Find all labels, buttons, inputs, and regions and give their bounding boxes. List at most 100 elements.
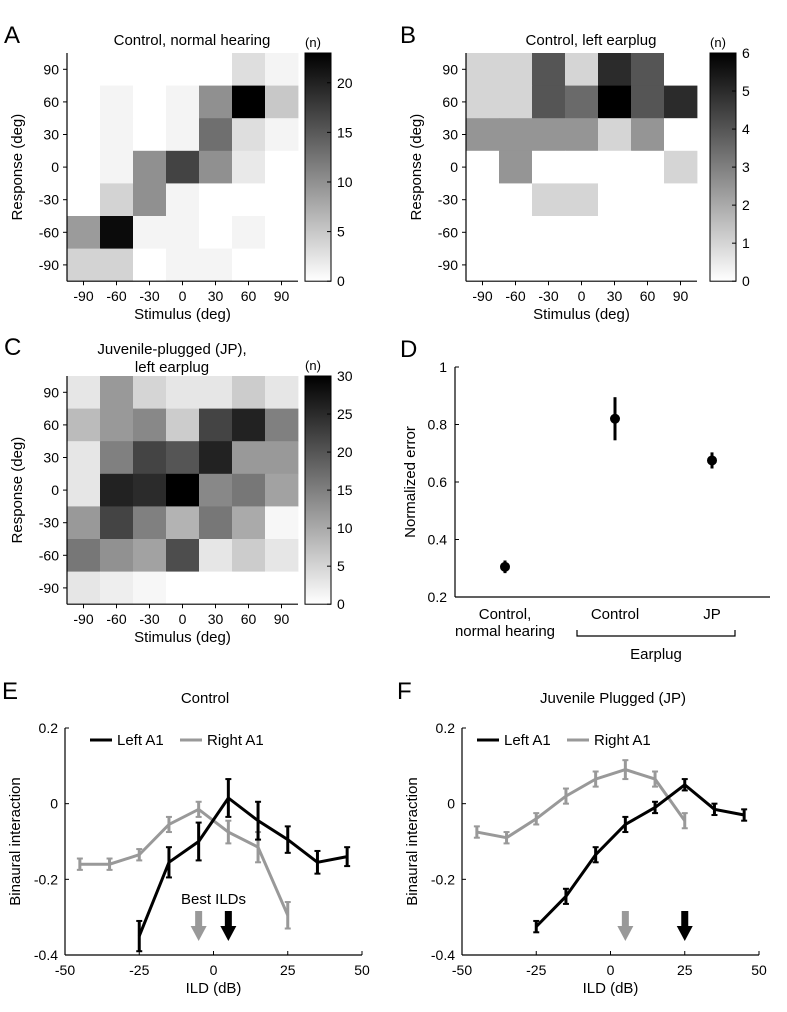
x-tick-label: 30 — [607, 288, 623, 304]
heatmap-cell — [100, 216, 134, 249]
heatmap-cell — [598, 183, 632, 217]
heatmap-cell — [466, 85, 500, 119]
data-point — [610, 413, 620, 424]
y-tick-label: 0 — [51, 159, 59, 175]
heatmap-cell — [133, 473, 167, 507]
series-line-right-a1 — [476, 768, 686, 840]
colorbar-tick-label: 20 — [337, 444, 353, 460]
heatmap-cell — [598, 85, 632, 119]
heatmap-cell — [532, 85, 566, 119]
heatmap-cell — [499, 150, 533, 184]
heatmap-cell — [199, 85, 233, 119]
colorbar-tick-label: 10 — [337, 174, 353, 190]
group-bracket — [576, 630, 736, 637]
heatmap-cell — [598, 118, 632, 152]
best-ild-arrow — [190, 911, 207, 941]
heatmap-cell — [100, 539, 134, 572]
chart-title: Control, left earplug — [526, 32, 657, 49]
heatmap-cell — [100, 571, 134, 605]
heatmap-cell — [133, 571, 167, 605]
panel-label-b: B — [400, 22, 416, 49]
heatmap-cell — [67, 118, 101, 152]
x-tick-label: -30 — [538, 288, 558, 304]
y-tick-label: -60 — [39, 547, 59, 563]
x-tick-label: 25 — [677, 962, 693, 978]
heatmap-cell — [466, 216, 500, 249]
heatmap-cell — [67, 473, 101, 507]
panel-label-f: F — [397, 678, 412, 705]
heatmap-cell — [166, 216, 200, 249]
x-tick-label: 0 — [210, 962, 218, 978]
colorbar-tick-label: 2 — [742, 197, 750, 213]
heatmap-cell — [67, 408, 101, 442]
colorbar — [709, 52, 737, 282]
heatmap-cell — [664, 150, 698, 184]
heatmap-cell — [265, 441, 299, 475]
heatmap-cell — [100, 85, 134, 119]
legend-label: Left A1 — [504, 732, 551, 749]
heatmap-cell — [265, 118, 299, 152]
heatmap-cell — [133, 539, 167, 572]
heatmap-cell — [166, 376, 200, 409]
heatmap-cell — [199, 150, 233, 184]
y-tick-label: 30 — [442, 127, 458, 143]
legend-label: Right A1 — [594, 732, 651, 749]
panel-label-a: A — [4, 22, 20, 49]
colorbar-tick-label: 0 — [337, 596, 345, 612]
colorbar-tick-label: 3 — [742, 159, 750, 175]
heatmap-cell — [67, 441, 101, 475]
heatmap-cell — [133, 118, 167, 152]
heatmap-cell — [232, 441, 266, 475]
y-tick-label: 0.2 — [39, 720, 59, 736]
heatmap-cell — [499, 118, 533, 152]
colorbar-tick-label: 4 — [742, 121, 750, 137]
colorbar-tick-label: 6 — [742, 45, 750, 61]
heatmap-cell — [100, 408, 134, 442]
x-axis-label: Stimulus (deg) — [134, 306, 231, 323]
chart-title: Juvenile-plugged (JP), — [97, 341, 246, 358]
x-tick-label: -90 — [73, 288, 93, 304]
colorbar — [304, 52, 332, 282]
series-line-left-a1 — [535, 782, 745, 928]
heatmap-cell — [100, 506, 134, 540]
x-tick-label: 60 — [241, 611, 257, 627]
y-tick-label: 90 — [442, 61, 458, 77]
x-tick-label: 0 — [179, 611, 187, 627]
y-tick-label: -0.2 — [34, 871, 58, 887]
heatmap-cell — [265, 85, 299, 119]
heatmap-cell — [199, 473, 233, 507]
y-tick-label: 0 — [450, 159, 458, 175]
y-tick-label: -60 — [39, 224, 59, 240]
chart-title: Juvenile Plugged (JP) — [540, 690, 686, 707]
y-tick-label: 0.2 — [428, 589, 448, 605]
data-point — [500, 561, 510, 572]
y-axis-label: Binaural interaction — [404, 777, 421, 905]
heatmap-cell — [598, 248, 632, 282]
y-tick-label: 0.6 — [428, 474, 448, 490]
heatmap-cell — [166, 118, 200, 152]
heatmap-cell — [232, 376, 266, 409]
y-tick-label: -0.4 — [431, 947, 455, 963]
colorbar-label: (n) — [710, 35, 726, 50]
heatmap-cell — [100, 441, 134, 475]
heatmap-cell — [265, 473, 299, 507]
x-tick-label: -60 — [505, 288, 525, 304]
heatmap-cell — [133, 441, 167, 475]
category-label: normal hearing — [455, 623, 555, 640]
heatmap-cell — [133, 216, 167, 249]
heatmap-cell — [598, 53, 632, 86]
heatmap-cell — [133, 408, 167, 442]
heatmap-cell — [67, 85, 101, 119]
heatmap-cell — [466, 248, 500, 282]
colorbar-tick-label: 10 — [337, 520, 353, 536]
heatmap-cell — [664, 183, 698, 217]
x-tick-label: 90 — [274, 611, 290, 627]
heatmap-cell — [166, 53, 200, 86]
heatmap-cell — [232, 118, 266, 152]
heatmap-cell — [265, 216, 299, 249]
heatmap-cell — [166, 473, 200, 507]
heatmap-cell — [466, 118, 500, 152]
y-axis-label: Response (deg) — [408, 114, 425, 221]
heatmap-cell — [466, 150, 500, 184]
